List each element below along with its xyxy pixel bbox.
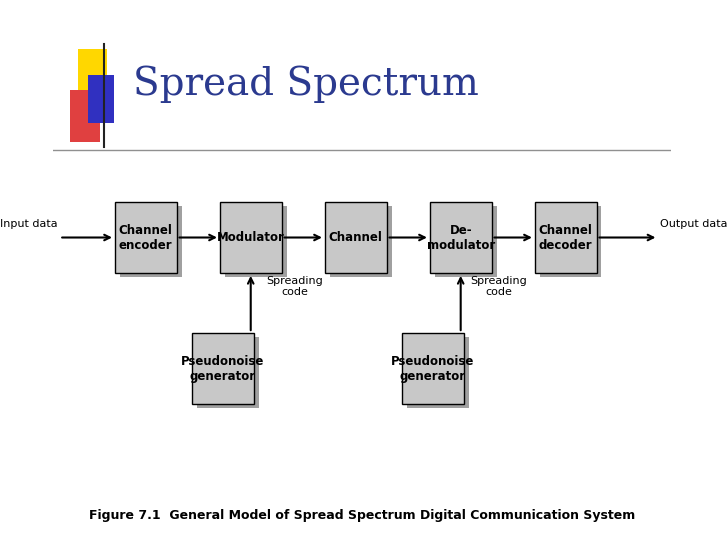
FancyBboxPatch shape — [120, 206, 181, 277]
FancyBboxPatch shape — [325, 202, 387, 273]
Text: Figure 7.1  General Model of Spread Spectrum Digital Communication System: Figure 7.1 General Model of Spread Spect… — [89, 509, 635, 523]
FancyBboxPatch shape — [402, 333, 464, 404]
FancyBboxPatch shape — [197, 337, 258, 408]
FancyBboxPatch shape — [192, 333, 254, 404]
Text: Channel
encoder: Channel encoder — [119, 223, 173, 252]
FancyBboxPatch shape — [535, 202, 596, 273]
FancyBboxPatch shape — [330, 206, 392, 277]
FancyBboxPatch shape — [435, 206, 496, 277]
Text: Spreading
code: Spreading code — [266, 276, 323, 298]
Text: Input data: Input data — [1, 219, 58, 229]
Text: Pseudonoise
generator: Pseudonoise generator — [181, 354, 264, 383]
FancyBboxPatch shape — [78, 49, 108, 101]
Text: Pseudonoise
generator: Pseudonoise generator — [391, 354, 475, 383]
Text: Channel
decoder: Channel decoder — [539, 223, 593, 252]
Text: Channel: Channel — [329, 231, 383, 244]
Text: Spread Spectrum: Spread Spectrum — [133, 66, 479, 103]
FancyBboxPatch shape — [539, 206, 601, 277]
FancyBboxPatch shape — [225, 206, 287, 277]
Text: Output data: Output data — [660, 219, 727, 229]
FancyBboxPatch shape — [87, 75, 114, 123]
FancyBboxPatch shape — [430, 202, 491, 273]
FancyBboxPatch shape — [407, 337, 469, 408]
FancyBboxPatch shape — [220, 202, 282, 273]
FancyBboxPatch shape — [115, 202, 177, 273]
FancyBboxPatch shape — [71, 90, 100, 142]
Text: Modulator: Modulator — [217, 231, 285, 244]
Text: Spreading
code: Spreading code — [470, 276, 526, 298]
Text: De-
modulator: De- modulator — [427, 223, 495, 252]
